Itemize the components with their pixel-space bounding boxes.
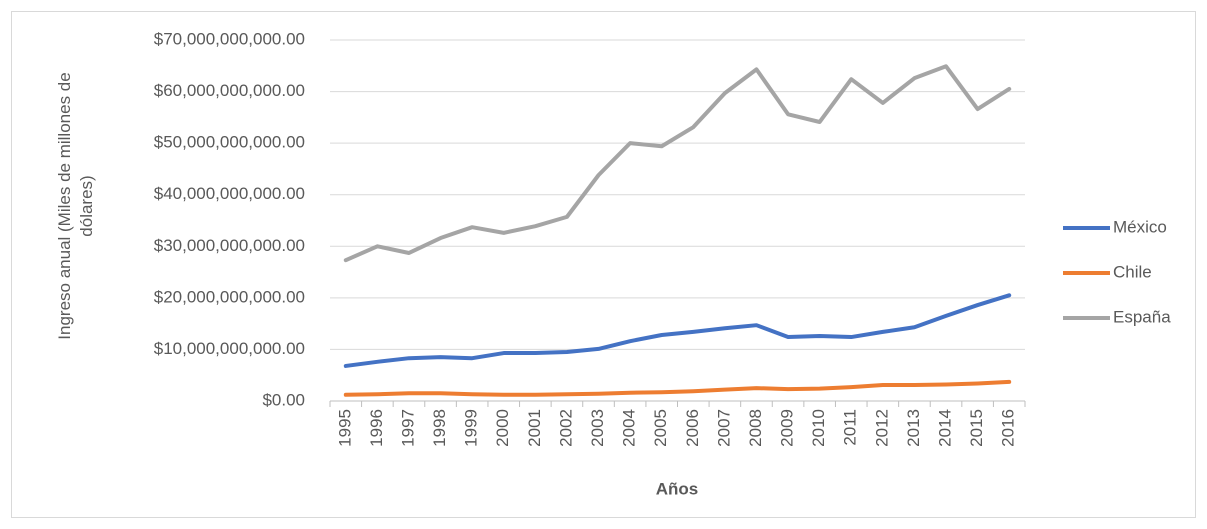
x-tick-label: 2004 (620, 409, 639, 447)
y-tick-label: $30,000,000,000.00 (154, 236, 305, 255)
x-tick-label: 2006 (683, 409, 702, 447)
x-tick-label: 2000 (493, 409, 512, 447)
y-tick-label: $20,000,000,000.00 (154, 287, 305, 306)
x-tick-label: 2007 (714, 409, 733, 447)
x-tick-label: 2003 (588, 409, 607, 447)
y-tick-label: $60,000,000,000.00 (154, 81, 305, 100)
x-tick-label: 1999 (462, 409, 481, 447)
series-line (343, 64, 1012, 263)
y-tick-label: $70,000,000,000.00 (154, 29, 305, 48)
x-tick-label: 2008 (746, 409, 765, 447)
x-tick-label: 2010 (809, 409, 828, 447)
legend-label: México (1113, 217, 1167, 236)
x-tick-label: 2011 (841, 409, 860, 446)
x-tick-label: 2015 (967, 409, 986, 447)
x-tick-label: 2013 (904, 409, 923, 447)
x-tick-label: 1997 (398, 409, 417, 447)
x-tick-label: 1996 (367, 409, 386, 447)
y-tick-label: $10,000,000,000.00 (154, 339, 305, 358)
x-tick-label: 2009 (778, 409, 797, 447)
x-tick-label: 2001 (525, 409, 544, 447)
y-tick-label: $50,000,000,000.00 (154, 133, 305, 152)
x-tick-label: 2002 (556, 409, 575, 447)
x-tick-label: 2016 (999, 409, 1018, 447)
legend-label: Chile (1113, 262, 1152, 281)
series-line (343, 379, 1012, 397)
y-tick-label: $0.00 (262, 390, 305, 409)
x-tick-label: 1998 (430, 409, 449, 447)
x-axis-title: Años (656, 479, 699, 498)
legend-label: España (1113, 307, 1171, 326)
x-tick-label: 2014 (936, 409, 955, 447)
x-tick-label: 1995 (335, 409, 354, 447)
y-tick-label: $40,000,000,000.00 (154, 184, 305, 203)
y-axis-title: Ingreso anual (Miles de millones de dóla… (55, 72, 96, 340)
x-tick-label: 2012 (872, 409, 891, 447)
x-tick-label: 2005 (651, 409, 670, 447)
series-line (343, 293, 1012, 368)
